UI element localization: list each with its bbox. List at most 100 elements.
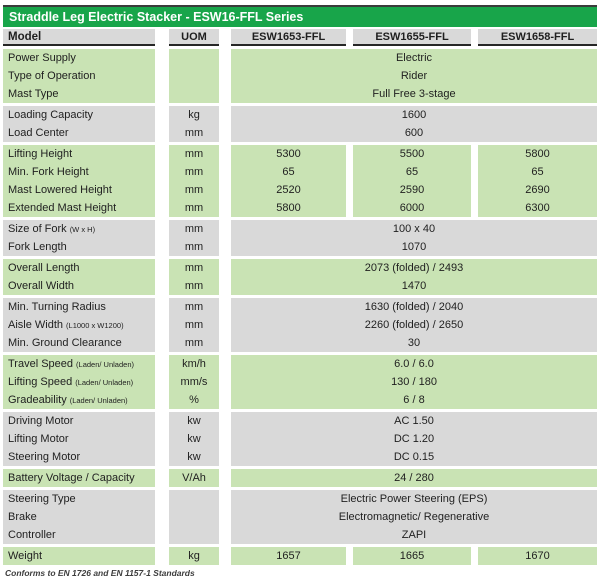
- spec-value-all-models: Rider: [231, 67, 597, 85]
- spec-label: Gradeability (Laden/ Unladen): [3, 391, 155, 409]
- spec-label: Weight: [3, 547, 155, 565]
- spec-label-text: Fork Length: [8, 241, 67, 253]
- spec-label-text: Aisle Width: [8, 319, 64, 331]
- spec-label: Travel Speed (Laden/ Unladen): [3, 355, 155, 373]
- spec-value-all-models: AC 1.50: [231, 412, 597, 430]
- spec-label: Controller: [3, 526, 155, 544]
- spec-row: Power Supply Electric: [3, 49, 597, 67]
- spec-group: Battery Voltage / Capacity V/Ah 24 / 280: [3, 469, 597, 487]
- spec-value-all-models: Electromagnetic/ Regenerative: [231, 508, 597, 526]
- spec-value-esw1655-ffl: 5500: [353, 145, 471, 163]
- spec-row: Type of Operation Rider: [3, 67, 597, 85]
- spec-value-esw1653-ffl: 1657: [231, 547, 346, 565]
- spec-row: Lifting Speed (Laden/ Unladen) mm/s 130 / 1…: [3, 373, 597, 391]
- spec-label: Size of Fork (W x H): [3, 220, 155, 238]
- spec-label-text: Power Supply: [8, 52, 76, 64]
- spec-label-text: Type of Operation: [8, 70, 96, 82]
- spec-value-all-models: 1600: [231, 106, 597, 124]
- spec-label: Extended Mast Height: [3, 199, 155, 217]
- spec-value-esw1655-ffl: 2590: [353, 181, 471, 199]
- spec-row: Overall Width mm 1470: [3, 277, 597, 295]
- column-header-esw1655: ESW1655-FFL: [353, 29, 471, 46]
- spec-label-text: Min. Fork Height: [8, 166, 89, 178]
- spec-label-text: Min. Ground Clearance: [8, 337, 122, 349]
- spec-value-all-models: 2073 (folded) / 2493: [231, 259, 597, 277]
- spec-value-esw1653-ffl: 65: [231, 163, 346, 181]
- spec-label-text: Weight: [8, 550, 43, 562]
- spec-value-esw1655-ffl: 65: [353, 163, 471, 181]
- spec-label: Lifting Speed (Laden/ Unladen): [3, 373, 155, 391]
- spec-value-all-models: DC 0.15: [231, 448, 597, 466]
- spec-group: Loading Capacity kg 1600 Load Center mm 600: [3, 106, 597, 142]
- spec-label-subtext: (Laden/ Unladen): [69, 396, 128, 405]
- spec-value-esw1655-ffl: 6000: [353, 199, 471, 217]
- uom-value: mm: [169, 259, 219, 277]
- uom-value: mm: [169, 238, 219, 256]
- spec-group: Steering Type Electric Power Steering (EP…: [3, 490, 597, 544]
- spec-row: Gradeability (Laden/ Unladen)% 6 / 8: [3, 391, 597, 409]
- spec-value-all-models: ZAPI: [231, 526, 597, 544]
- spec-table-body: Power Supply Electric Type of Operation Rid…: [3, 49, 597, 565]
- spec-label: Fork Length: [3, 238, 155, 256]
- uom-value: kw: [169, 448, 219, 466]
- spec-label: Power Supply: [3, 49, 155, 67]
- spec-row: Loading Capacity kg 1600: [3, 106, 597, 124]
- spec-label-text: Size of Fork: [8, 223, 67, 235]
- spec-label: Loading Capacity: [3, 106, 155, 124]
- uom-value: [169, 526, 219, 544]
- spec-row: Weight kg 1657 1665 1670: [3, 547, 597, 565]
- uom-value: mm: [169, 163, 219, 181]
- spec-label: Aisle Width (L1000 x W1200): [3, 316, 155, 334]
- spec-group: Driving Motor kw AC 1.50 Lifting Motor kw DC …: [3, 412, 597, 466]
- spec-value-all-models: Full Free 3-stage: [231, 85, 597, 103]
- uom-value: [169, 490, 219, 508]
- standards-footnote: Conforms to EN 1726 and EN 1157-1 Standa…: [5, 568, 195, 578]
- spec-row: Brake Electromagnetic/ Regenerative: [3, 508, 597, 526]
- spec-label-text: Steering Type: [8, 493, 76, 505]
- spec-row: Driving Motor kw AC 1.50: [3, 412, 597, 430]
- spec-row: Size of Fork (W x H) mm 100 x 40: [3, 220, 597, 238]
- spec-label: Overall Width: [3, 277, 155, 295]
- spec-label: Mast Type: [3, 85, 155, 103]
- spec-group: Lifting Height mm 5300 5500 5800 Min. Fork He…: [3, 145, 597, 217]
- spec-value-all-models: Electric: [231, 49, 597, 67]
- spec-row: Min. Ground Clearance mm 30: [3, 334, 597, 352]
- spec-label: Min. Ground Clearance: [3, 334, 155, 352]
- spec-label: Mast Lowered Height: [3, 181, 155, 199]
- uom-value: mm: [169, 334, 219, 352]
- page-title: Straddle Leg Electric Stacker - ESW16-FF…: [9, 10, 304, 24]
- spec-label-text: Mast Type: [8, 88, 59, 100]
- spec-label: Lifting Motor: [3, 430, 155, 448]
- spec-row: Travel Speed (Laden/ Unladen) km/h 6.0 / 6.…: [3, 355, 597, 373]
- spec-value-esw1653-ffl: 2520: [231, 181, 346, 199]
- spec-value-esw1653-ffl: 5800: [231, 199, 346, 217]
- spec-label-subtext: (Laden/ Unladen): [75, 378, 134, 387]
- spec-label: Steering Type: [3, 490, 155, 508]
- spec-row: Min. Fork Height mm 65 65 65: [3, 163, 597, 181]
- uom-value: mm: [169, 145, 219, 163]
- spec-label: Overall Length: [3, 259, 155, 277]
- spec-row: Steering Motor kw DC 0.15: [3, 448, 597, 466]
- spec-value-esw1658-ffl: 2690: [478, 181, 597, 199]
- spec-value-all-models: DC 1.20: [231, 430, 597, 448]
- column-header-uom: UOM: [169, 29, 219, 46]
- spec-value-esw1658-ffl: 6300: [478, 199, 597, 217]
- uom-value: mm: [169, 181, 219, 199]
- uom-value: kg: [169, 547, 219, 565]
- spec-value-esw1658-ffl: 65: [478, 163, 597, 181]
- spec-value-all-models: 2260 (folded) / 2650: [231, 316, 597, 334]
- uom-value: [169, 49, 219, 67]
- spec-label-text: Brake: [8, 511, 37, 523]
- spec-value-all-models: 100 x 40: [231, 220, 597, 238]
- spec-value-all-models: 24 / 280: [231, 469, 597, 487]
- spec-row: Min. Turning Radius mm 1630 (folded) / 204…: [3, 298, 597, 316]
- column-header-esw1658: ESW1658-FFL: [478, 29, 597, 46]
- uom-value: mm: [169, 316, 219, 334]
- table-header-row: Model UOM ESW1653-FFL ESW1655-FFL ESW165…: [3, 29, 597, 46]
- spec-row: Steering Type Electric Power Steering (EP…: [3, 490, 597, 508]
- spec-value-esw1658-ffl: 1670: [478, 547, 597, 565]
- spec-label-text: Lifting Speed: [8, 376, 73, 388]
- uom-value: mm: [169, 298, 219, 316]
- uom-value: kw: [169, 412, 219, 430]
- spec-label: Driving Motor: [3, 412, 155, 430]
